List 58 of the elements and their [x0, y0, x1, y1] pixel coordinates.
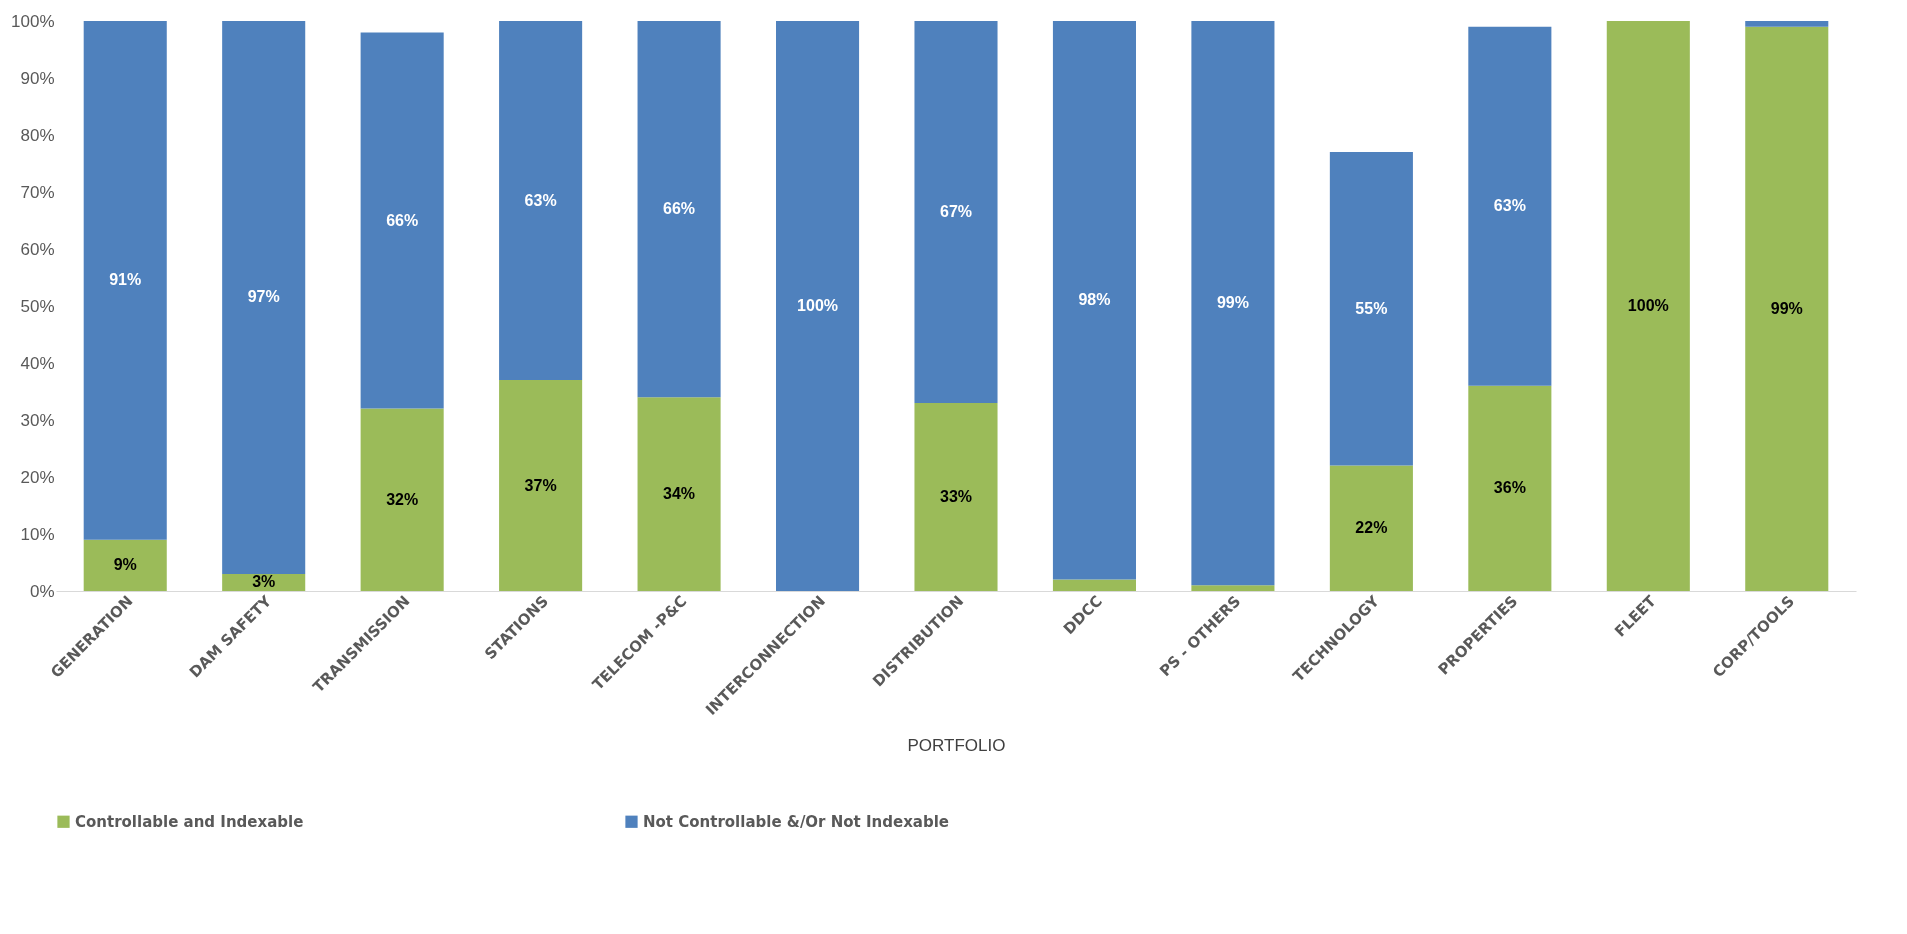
- bar: [637, 397, 721, 591]
- bar: [776, 21, 860, 591]
- bar: [360, 32, 444, 409]
- data-label: 55%: [1355, 299, 1388, 317]
- y-tick-label: 90%: [20, 68, 55, 88]
- data-label: 63%: [524, 191, 557, 209]
- data-label: 100%: [797, 297, 838, 314]
- bar: [914, 402, 998, 591]
- legend-label: Controllable and Indexable: [75, 812, 304, 831]
- y-tick-label: 40%: [20, 353, 55, 373]
- bar: [1745, 21, 1829, 27]
- bar: [637, 21, 721, 398]
- bar: [914, 21, 998, 403]
- data-label: 34%: [663, 485, 696, 503]
- data-label: 32%: [386, 490, 419, 508]
- bar: [1052, 21, 1136, 580]
- bar: [1745, 26, 1829, 591]
- bar: [83, 539, 167, 591]
- bar: [1468, 26, 1552, 386]
- y-tick-label: 10%: [20, 524, 55, 544]
- data-label: 98%: [1078, 291, 1111, 309]
- data-label: 97%: [247, 288, 280, 306]
- y-tick-label: 20%: [20, 467, 55, 487]
- bar: [360, 408, 444, 591]
- bar: [499, 21, 583, 381]
- bar: [1052, 579, 1136, 591]
- data-label: 36%: [1493, 479, 1526, 497]
- bar: [1191, 21, 1275, 586]
- data-label: 100%: [1627, 297, 1669, 314]
- data-label: 91%: [109, 271, 142, 289]
- y-tick-label: 30%: [20, 410, 55, 430]
- bar: [499, 380, 583, 591]
- bar: [83, 21, 167, 540]
- data-label: 33%: [939, 487, 973, 505]
- y-tick-label: 60%: [20, 239, 55, 259]
- y-tick-label: 0%: [29, 581, 55, 601]
- y-tick-label: 100%: [11, 11, 55, 31]
- bar: [222, 21, 306, 574]
- data-label: 99%: [1216, 294, 1249, 312]
- y-tick-label: 80%: [20, 125, 55, 145]
- data-label: 9%: [113, 556, 137, 574]
- data-label: 66%: [386, 211, 419, 229]
- bar: [1329, 152, 1413, 466]
- data-label: 67%: [939, 202, 973, 220]
- bar: [1329, 465, 1413, 591]
- y-tick-label: 70%: [20, 182, 55, 202]
- data-label: 3%: [252, 573, 276, 591]
- data-label: 99%: [1770, 299, 1803, 317]
- bar: [1606, 21, 1690, 591]
- data-label: 63%: [1493, 197, 1526, 215]
- x-axis-title: PORTFOLIO: [907, 736, 1006, 756]
- bar: [1191, 585, 1275, 591]
- data-label: 37%: [524, 476, 557, 494]
- legend-label: Not Controllable &/Or Not Indexable: [643, 812, 949, 831]
- data-label: 22%: [1355, 519, 1388, 537]
- data-label: 66%: [663, 200, 696, 218]
- y-tick-label: 50%: [20, 296, 55, 316]
- bar: [1468, 385, 1552, 591]
